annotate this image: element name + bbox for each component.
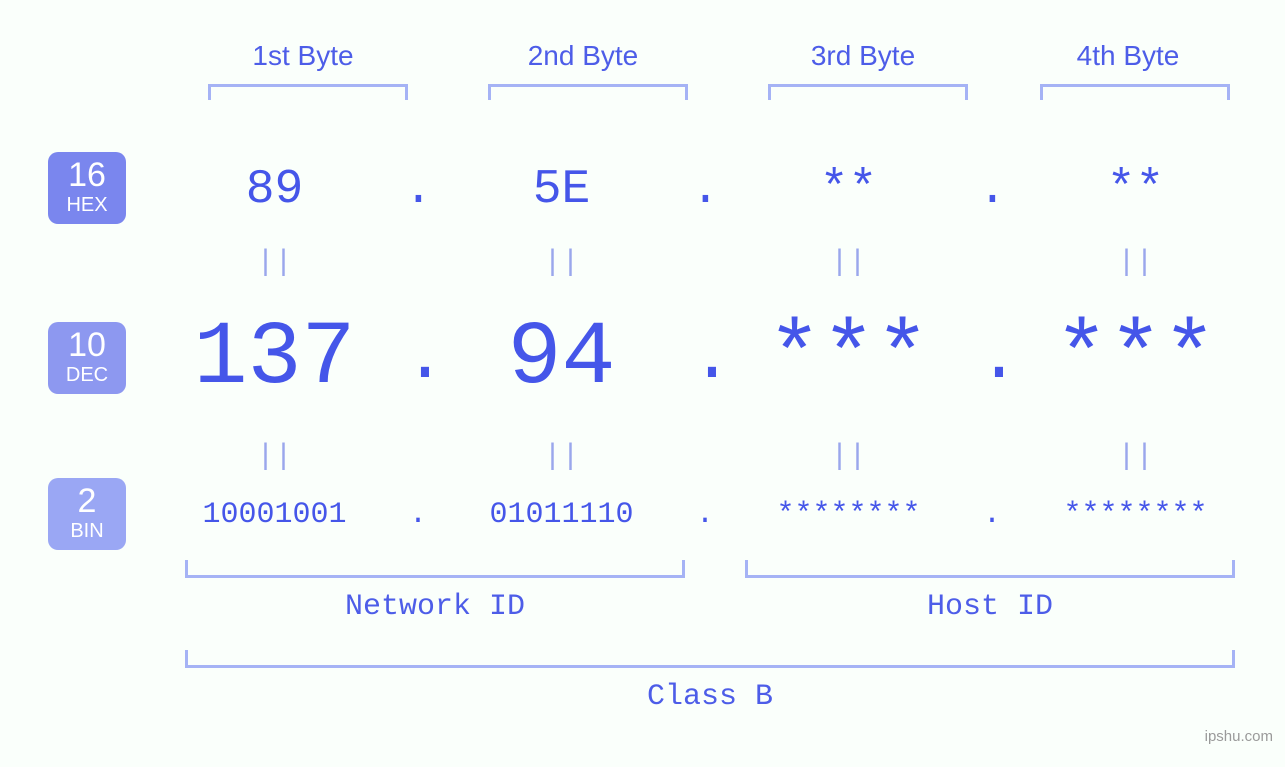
badge-dec-label: DEC [48, 364, 126, 386]
hex-byte-3: ** [719, 163, 978, 217]
dec-byte-2: 94 [432, 308, 691, 410]
badge-hex-label: HEX [48, 194, 126, 216]
badge-hex: 16 HEX [48, 152, 126, 224]
dec-byte-4: *** [1006, 308, 1265, 410]
eq-top-3: || [719, 246, 978, 280]
byte-header-1: 1st Byte [183, 40, 423, 72]
bin-byte-3: ******** [719, 498, 978, 532]
badge-hex-num: 16 [48, 158, 126, 192]
eq-bot-1: || [145, 440, 404, 474]
dec-dot-1: . [404, 320, 432, 399]
badge-bin: 2 BIN [48, 478, 126, 550]
eq-top-2: || [432, 246, 691, 280]
dec-row: 137 . 94 . *** . *** [145, 308, 1265, 410]
byte-header-4: 4th Byte [1008, 40, 1248, 72]
bin-byte-2: 01011110 [432, 498, 691, 532]
top-bracket-1 [208, 84, 408, 100]
network-id-label: Network ID [185, 590, 685, 624]
watermark: ipshu.com [1205, 728, 1273, 745]
hex-byte-2: 5E [432, 163, 691, 217]
dec-dot-3: . [978, 320, 1006, 399]
host-id-bracket [745, 560, 1235, 578]
bin-row: 10001001 . 01011110 . ******** . *******… [145, 498, 1265, 532]
host-id-label: Host ID [745, 590, 1235, 624]
bin-dot-1: . [404, 498, 432, 532]
class-label: Class B [185, 680, 1235, 714]
dec-byte-1: 137 [145, 308, 404, 410]
badge-bin-label: BIN [48, 520, 126, 542]
hex-dot-3: . [978, 163, 1006, 217]
hex-row: 89 . 5E . ** . ** [145, 163, 1265, 217]
bin-dot-3: . [978, 498, 1006, 532]
byte-header-2: 2nd Byte [463, 40, 703, 72]
hex-byte-1: 89 [145, 163, 404, 217]
top-bracket-2 [488, 84, 688, 100]
hex-dot-1: . [404, 163, 432, 217]
bin-byte-1: 10001001 [145, 498, 404, 532]
dec-dot-2: . [691, 320, 719, 399]
bin-byte-4: ******** [1006, 498, 1265, 532]
eq-bot-3: || [719, 440, 978, 474]
badge-dec-num: 10 [48, 328, 126, 362]
class-bracket [185, 650, 1235, 668]
top-bracket-3 [768, 84, 968, 100]
eq-bot-2: || [432, 440, 691, 474]
badge-dec: 10 DEC [48, 322, 126, 394]
dec-byte-3: *** [719, 308, 978, 410]
eq-top-1: || [145, 246, 404, 280]
top-bracket-4 [1040, 84, 1230, 100]
eq-top-4: || [1006, 246, 1265, 280]
badge-bin-num: 2 [48, 484, 126, 518]
hex-byte-4: ** [1006, 163, 1265, 217]
network-id-bracket [185, 560, 685, 578]
byte-header-3: 3rd Byte [743, 40, 983, 72]
equals-row-bottom: || || || || [145, 440, 1265, 474]
equals-row-top: || || || || [145, 246, 1265, 280]
hex-dot-2: . [691, 163, 719, 217]
bin-dot-2: . [691, 498, 719, 532]
eq-bot-4: || [1006, 440, 1265, 474]
